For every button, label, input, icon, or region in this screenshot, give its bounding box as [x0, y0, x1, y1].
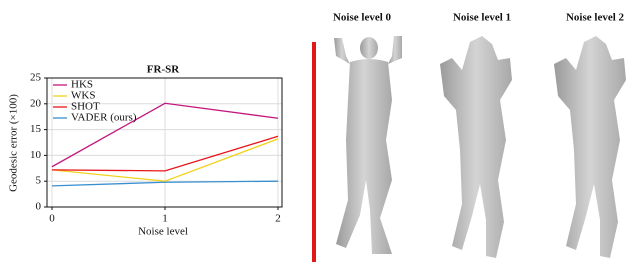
y-tick-label: 25 — [30, 72, 42, 84]
mesh-noise-2 — [554, 36, 626, 258]
y-tick-label: 10 — [30, 149, 42, 161]
x-tick-label: 1 — [162, 213, 168, 225]
y-axis-label: Geodesic error (×100) — [8, 94, 20, 192]
legend-label: VADER (ours) — [71, 112, 137, 124]
mesh-clean — [334, 36, 402, 254]
x-tick-label: 2 — [275, 213, 281, 225]
panel-label: Noise level 2 — [566, 12, 625, 24]
panel-label: Noise level 1 — [453, 12, 511, 24]
y-tick-label: 5 — [36, 175, 42, 187]
x-axis-label: Noise level — [138, 226, 188, 238]
chart-title: FR-SR — [147, 64, 180, 76]
panel-label: Noise level 0 — [333, 12, 392, 24]
mesh-noise-1 — [440, 36, 512, 258]
y-tick-label: 15 — [30, 123, 42, 135]
figure: FR-SR Noise level Geodesic error (×100) … — [0, 0, 636, 269]
x-tick-label: 0 — [49, 213, 55, 225]
y-tick-label: 20 — [30, 97, 42, 109]
y-tick-label: 0 — [36, 201, 42, 213]
